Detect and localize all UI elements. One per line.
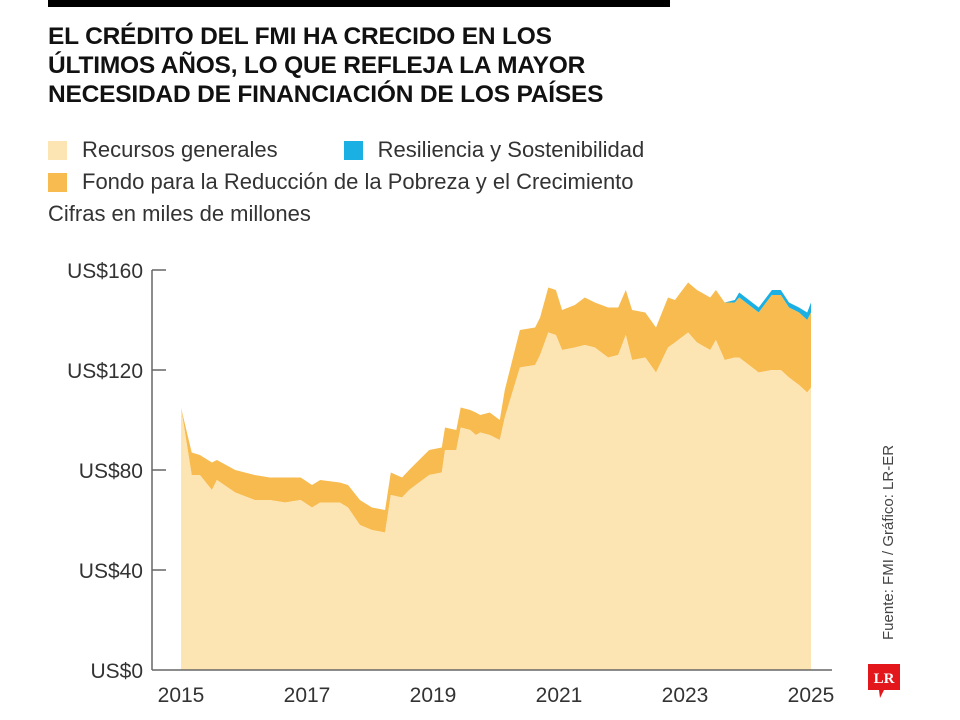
y-tick-label: US$160 — [67, 260, 143, 283]
title-line: NECESIDAD DE FINANCIACIÓN DE LOS PAÍSES — [48, 81, 604, 108]
x-tick-label: 2015 — [158, 684, 205, 707]
svg-text:LR: LR — [874, 671, 895, 687]
area-fondo-para-la-reduccion-de-la-pobreza-y-el-crecimiento — [181, 282, 811, 533]
lr-logo-icon: LR — [868, 664, 900, 698]
legend-swatch-resiliencia — [343, 140, 363, 160]
title-line: EL CRÉDITO DEL FMI HA CRECIDO EN LOS — [48, 23, 552, 50]
legend-label-prgt: Fondo para la Reducción de la Pobreza y … — [82, 169, 634, 194]
y-tick-label: US$120 — [67, 360, 143, 383]
x-tick-label: 2019 — [410, 684, 457, 707]
x-tick-label: 2025 — [788, 684, 835, 707]
legend-row: Fondo para la Reducción de la Pobreza y … — [48, 166, 644, 198]
x-tick-label: 2021 — [536, 684, 583, 707]
x-tick-label: 2017 — [284, 684, 331, 707]
source-credit: Fuente: FMI / Gráfico: LR-ER — [880, 444, 897, 640]
y-ticks: US$0 US$40 US$80 US$120 US$160 — [67, 260, 166, 683]
legend-swatch-recursos-generales — [48, 140, 67, 160]
legend-row: Recursos generales Resiliencia y Sosteni… — [48, 134, 644, 166]
area-recursos-generales — [181, 332, 811, 670]
legend-swatch-prgt — [48, 172, 67, 192]
y-tick-label: US$40 — [79, 560, 143, 583]
x-tick-label: 2023 — [662, 684, 709, 707]
y-tick-label: US$80 — [79, 460, 143, 483]
x-ticks: 2015 2017 2019 2021 2023 2025 — [158, 684, 835, 707]
legend: Recursos generales Resiliencia y Sosteni… — [48, 134, 644, 230]
area-layers — [181, 282, 811, 670]
chart-title: EL CRÉDITO DEL FMI HA CRECIDO EN LOS ÚLT… — [48, 22, 748, 109]
top-rule — [48, 0, 670, 7]
units-note: Cifras en miles de millones — [48, 201, 311, 226]
legend-label-resiliencia: Resiliencia y Sostenibilidad — [377, 137, 645, 162]
title-line: ÚLTIMOS AÑOS, LO QUE REFLEJA LA MAYOR — [48, 52, 586, 79]
y-tick-label: US$0 — [90, 660, 143, 683]
legend-label-recursos-generales: Recursos generales — [82, 137, 278, 162]
